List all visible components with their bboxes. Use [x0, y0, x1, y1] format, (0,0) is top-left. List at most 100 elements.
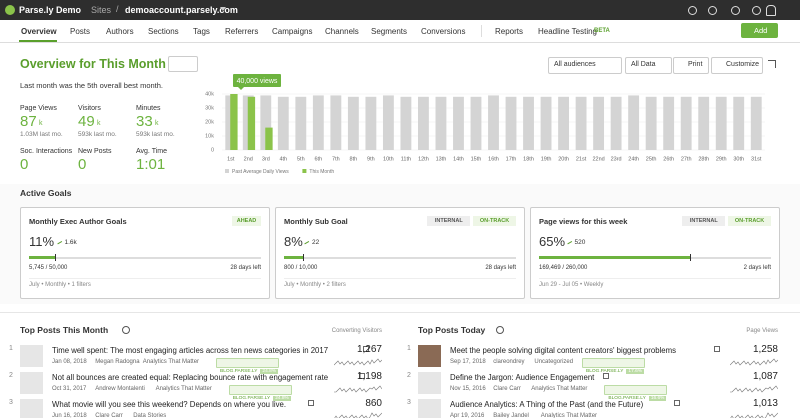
- control-label: All audiences: [554, 61, 596, 68]
- subtitle: Last month was the 5th overall best mont…: [20, 81, 163, 90]
- post-value: 1,087: [752, 371, 778, 382]
- sparkline-path: [334, 358, 382, 366]
- nav-bar: [0, 20, 800, 43]
- progress-track: [284, 257, 516, 259]
- external-link: [359, 373, 366, 379]
- control-button[interactable]: Print: [673, 57, 709, 74]
- top-bar: [0, 0, 800, 20]
- post-title[interactable]: What movie will you see this weekend? De…: [52, 400, 287, 409]
- post-section[interactable]: Uncategorized: [534, 359, 574, 365]
- beta-badge: BETA: [594, 28, 610, 34]
- sites-link[interactable]: Sites: [91, 5, 112, 15]
- progress-bar: [284, 256, 303, 259]
- header-icon[interactable]: [752, 6, 761, 15]
- post-section[interactable]: Analytics That Matter: [540, 413, 598, 418]
- domain[interactable]: demoaccount.parsely.com: [125, 5, 238, 15]
- nav-item[interactable]: Sections: [148, 27, 179, 36]
- settings-icon[interactable]: [122, 326, 130, 334]
- x-tick-label: 14th: [453, 156, 464, 162]
- legend-label: Past Average Daily Views: [232, 169, 289, 175]
- goal-days: 28 days left: [485, 265, 516, 271]
- goal-divider: [539, 278, 771, 279]
- nav-item[interactable]: Authors: [106, 27, 134, 36]
- goal-card[interactable]: Monthly Exec Author Goals AHEAD 11% 1.6k 5,7…: [20, 207, 270, 299]
- tag-pill[interactable]: BLOG.PARSE.LY 16.6%: [604, 385, 668, 401]
- post-author[interactable]: Andrew Montalenti: [95, 386, 145, 392]
- bar: [365, 96, 377, 150]
- sparkline-path: [730, 358, 778, 366]
- nav-divider: [481, 25, 482, 37]
- flag-dropdown box[interactable]: [168, 56, 198, 72]
- metric-compare: 1.03M last mo.: [20, 131, 63, 138]
- post-title[interactable]: Audience Analytics: A Thing of the Past …: [450, 400, 644, 409]
- add-button[interactable]: Add: [741, 23, 778, 38]
- nav-item[interactable]: Posts: [70, 27, 91, 36]
- control-button[interactable]: All audiences: [548, 57, 622, 74]
- post-section[interactable]: Analytics That Matter: [155, 386, 212, 392]
- nav-item[interactable]: Channels: [325, 27, 359, 36]
- post-section[interactable]: Analytics That Matter: [531, 386, 588, 392]
- nav-item[interactable]: Conversions: [421, 27, 466, 36]
- settings-icon[interactable]: [495, 326, 504, 334]
- sparkline: [730, 385, 778, 393]
- x-tick-label: 6th: [315, 156, 323, 162]
- bar: [663, 96, 675, 150]
- thumbnail: [20, 345, 43, 367]
- goal-days: 2 days left: [743, 265, 771, 271]
- goal-card[interactable]: Page views for this week ON-TRACK INTERNAL…: [530, 207, 780, 299]
- x-tick-label: 28th: [698, 156, 709, 162]
- sparkline-path: [730, 385, 778, 393]
- post-author[interactable]: Megan Radogna: [95, 359, 140, 365]
- nav-item[interactable]: Reports: [495, 27, 524, 36]
- header-icon[interactable]: [688, 6, 697, 15]
- control-button[interactable]: Customize: [711, 57, 763, 74]
- post-section[interactable]: Data Stories: [133, 413, 167, 418]
- goal-count: 800 / 10,000: [284, 265, 318, 271]
- bar: [247, 96, 256, 150]
- metric-header: Converting Visitors: [331, 328, 382, 334]
- bar: [347, 96, 359, 150]
- post-author[interactable]: Bailey Jandel: [493, 413, 529, 418]
- metric-value: 1:01: [136, 156, 166, 173]
- nav-item[interactable]: Referrers: [225, 27, 259, 36]
- header-icon[interactable]: [731, 6, 740, 15]
- expand-icon[interactable]: [768, 60, 776, 68]
- post-section[interactable]: Analytics That Matter: [142, 359, 200, 365]
- post-title[interactable]: Time well spent: The most engaging artic…: [52, 346, 329, 355]
- nav-item[interactable]: Segments: [371, 27, 408, 36]
- post-title[interactable]: Meet the people solving digital content …: [450, 346, 676, 355]
- post-author[interactable]: Clare Carr: [95, 413, 123, 418]
- post-value: 1,198: [356, 371, 382, 382]
- post-title[interactable]: Not all bounces are created equal: Repla…: [52, 373, 329, 382]
- nav-item[interactable]: Overview: [21, 27, 57, 36]
- rank: 3: [407, 399, 411, 406]
- tag-pill[interactable]: BLOG.PARSE.LY 17.6%: [582, 358, 646, 374]
- domain-caret[interactable]: [220, 7, 226, 11]
- control-button[interactable]: All Data: [625, 57, 672, 74]
- nav-item[interactable]: Tags: [193, 27, 210, 36]
- tooltip-pointer: [238, 87, 244, 90]
- header-icon[interactable]: [708, 6, 717, 15]
- thumbnail: [20, 399, 43, 418]
- brand[interactable]: Parse.ly Demo: [19, 5, 82, 15]
- goal-card[interactable]: Monthly Sub Goal ON-TRACK INTERNAL 8% 22 800 …: [275, 207, 525, 299]
- nav-item[interactable]: Headline Testing: [538, 27, 598, 36]
- metric-header: Page Views: [746, 328, 778, 334]
- x-tick-label: 9th: [367, 156, 375, 162]
- post-author[interactable]: clareondrey: [493, 359, 525, 365]
- progress-bar: [29, 256, 55, 259]
- section-title: Top Posts Today: [418, 325, 486, 335]
- tag-share: 24.8%: [260, 369, 279, 374]
- nav-item[interactable]: Campaigns: [272, 27, 313, 36]
- post-title[interactable]: Define the Jargon: Audience Engagement: [450, 373, 595, 382]
- post-author[interactable]: Clare Carr: [493, 386, 521, 392]
- tag-pill[interactable]: BLOG.PARSE.LY 24.8%: [216, 358, 280, 374]
- user-icon[interactable]: [766, 5, 776, 16]
- metric-unit: k: [155, 120, 159, 127]
- progress-track: [29, 257, 261, 259]
- tag-pill[interactable]: BLOG.PARSE.LY 24.8%: [228, 385, 292, 401]
- goal-trend: 1.6k: [64, 239, 77, 246]
- logo[interactable]: [5, 5, 15, 15]
- tooltip-text: 40,000 views: [237, 78, 278, 85]
- y-tick-label: 30k: [205, 105, 214, 111]
